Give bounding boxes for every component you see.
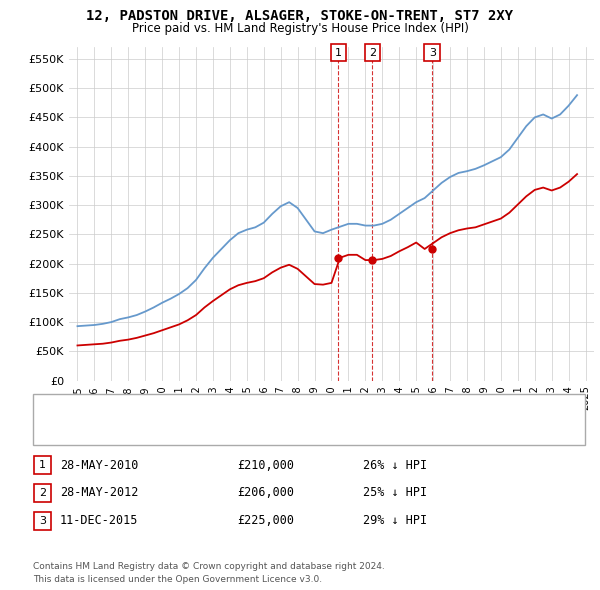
Text: 12, PADSTON DRIVE, ALSAGER, STOKE-ON-TRENT, ST7 2XY (detached house): 12, PADSTON DRIVE, ALSAGER, STOKE-ON-TRE… [75, 403, 497, 413]
Text: 1: 1 [335, 48, 342, 57]
Text: £225,000: £225,000 [237, 514, 294, 527]
Text: Price paid vs. HM Land Registry's House Price Index (HPI): Price paid vs. HM Land Registry's House … [131, 22, 469, 35]
Text: 25% ↓ HPI: 25% ↓ HPI [363, 486, 427, 500]
Text: 3: 3 [39, 516, 46, 526]
Text: 28-MAY-2012: 28-MAY-2012 [60, 486, 139, 500]
Text: Contains HM Land Registry data © Crown copyright and database right 2024.: Contains HM Land Registry data © Crown c… [33, 562, 385, 571]
Text: 12, PADSTON DRIVE, ALSAGER, STOKE-ON-TRENT, ST7 2XY: 12, PADSTON DRIVE, ALSAGER, STOKE-ON-TRE… [86, 9, 514, 23]
Text: HPI: Average price, detached house, Cheshire East: HPI: Average price, detached house, Ches… [75, 426, 352, 436]
Text: 26% ↓ HPI: 26% ↓ HPI [363, 458, 427, 472]
Text: 3: 3 [429, 48, 436, 57]
Text: £206,000: £206,000 [237, 486, 294, 500]
Text: 29% ↓ HPI: 29% ↓ HPI [363, 514, 427, 527]
Text: £210,000: £210,000 [237, 458, 294, 472]
Text: 1: 1 [39, 460, 46, 470]
Text: 2: 2 [39, 488, 46, 498]
Text: 28-MAY-2010: 28-MAY-2010 [60, 458, 139, 472]
Text: 11-DEC-2015: 11-DEC-2015 [60, 514, 139, 527]
Text: 2: 2 [369, 48, 376, 57]
Text: This data is licensed under the Open Government Licence v3.0.: This data is licensed under the Open Gov… [33, 575, 322, 584]
